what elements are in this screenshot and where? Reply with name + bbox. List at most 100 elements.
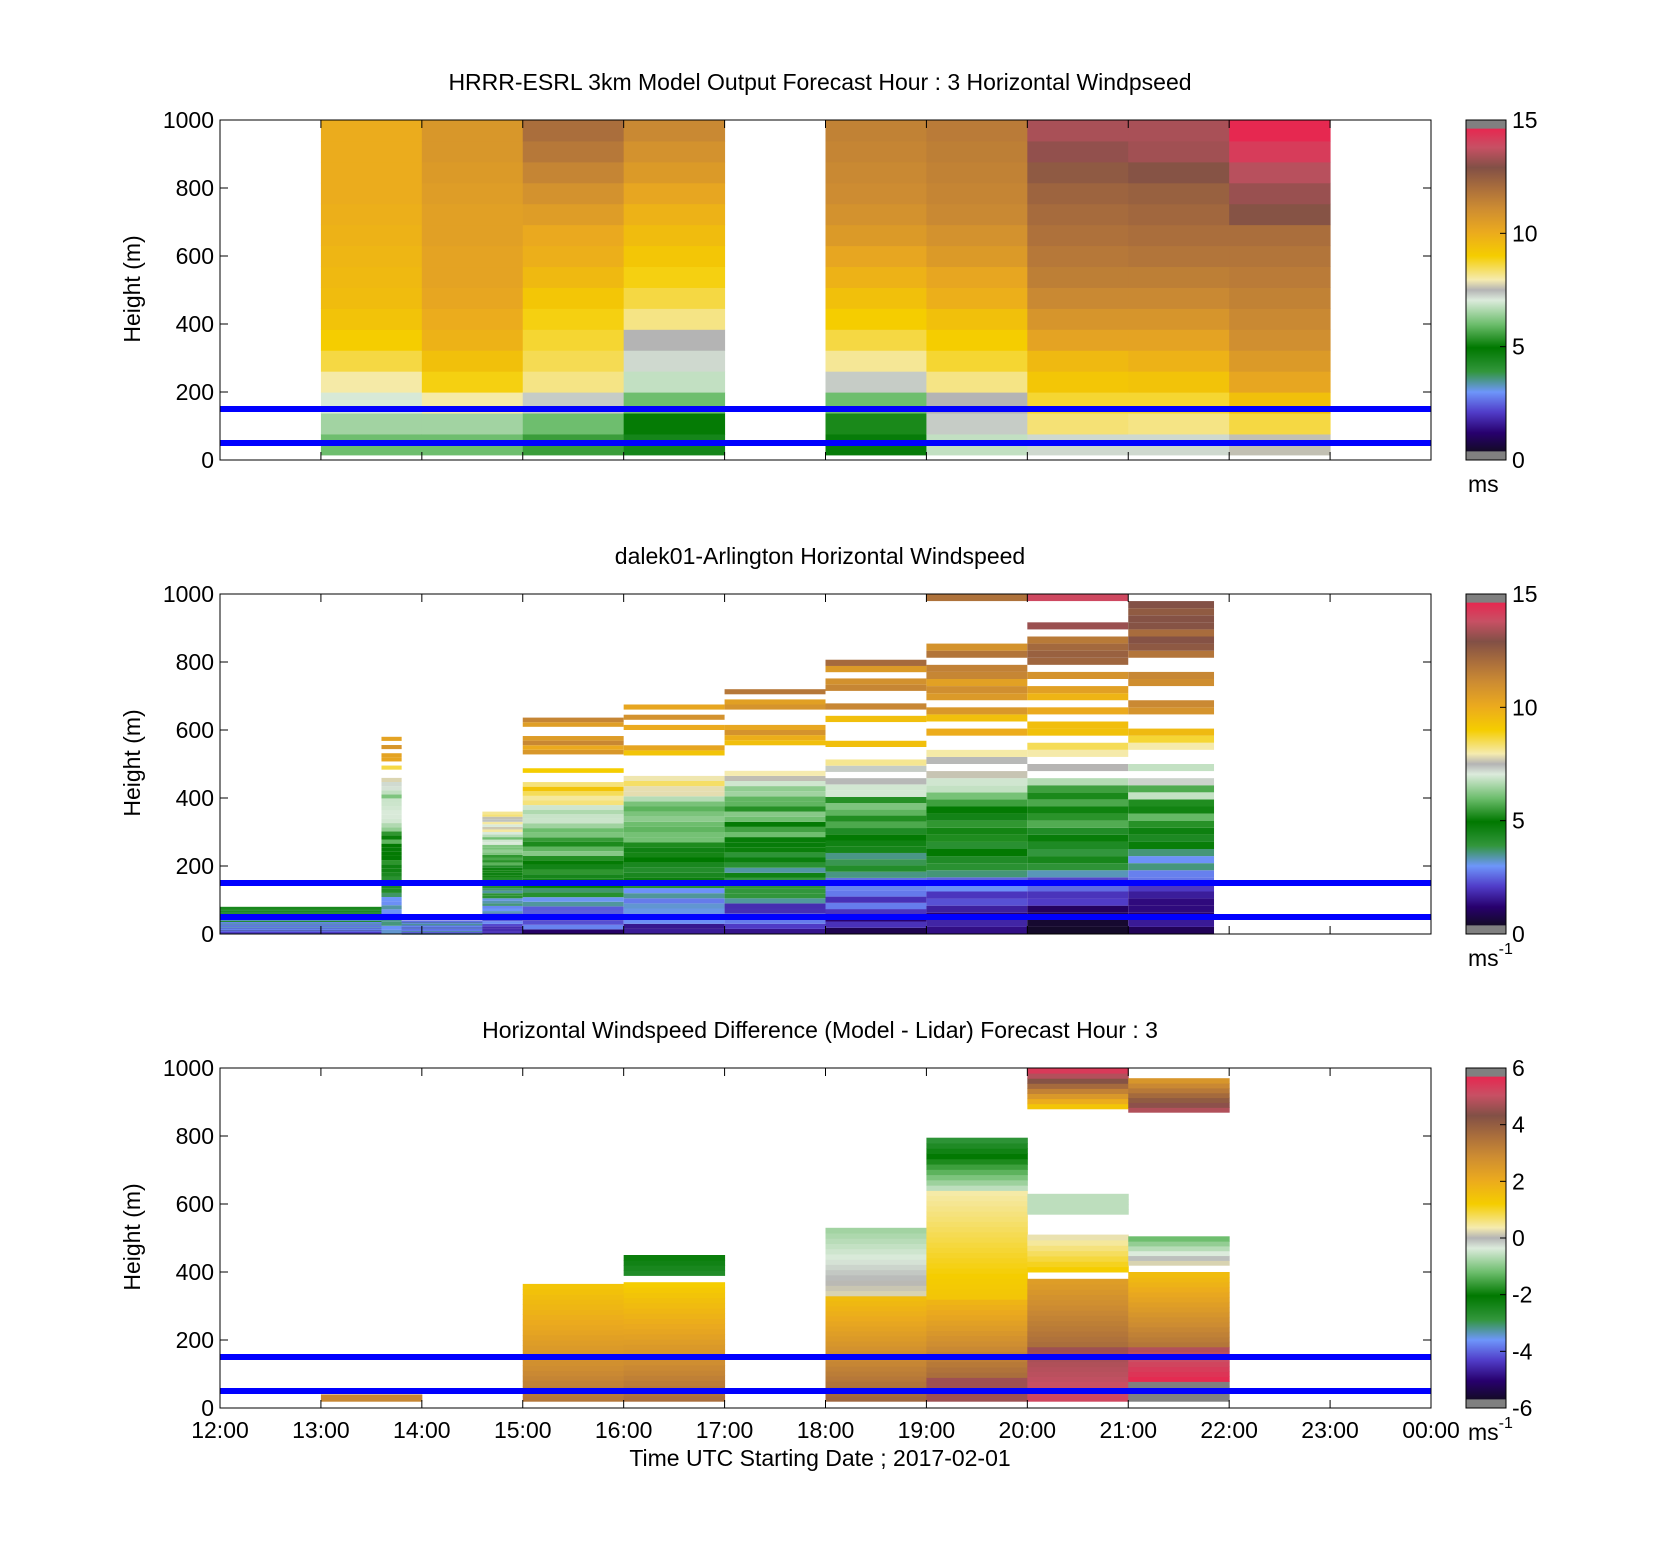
heatmap-cell bbox=[1128, 728, 1215, 736]
heatmap-cell bbox=[1027, 863, 1129, 871]
heatmap-cell bbox=[522, 782, 624, 787]
heatmap-cell bbox=[623, 714, 725, 720]
heatmap-cell bbox=[381, 753, 402, 758]
heatmap-cell bbox=[1128, 785, 1215, 793]
heatmap-cell bbox=[421, 266, 524, 288]
heatmap-cell bbox=[724, 786, 826, 792]
heatmap-cell bbox=[1027, 891, 1129, 899]
heatmap-cell bbox=[1027, 849, 1129, 857]
heatmap-cell bbox=[825, 1243, 927, 1250]
heatmap-cell bbox=[926, 671, 1028, 679]
heatmap-cell bbox=[1027, 707, 1129, 715]
heatmap-cell bbox=[1027, 1198, 1129, 1205]
heatmap-cell bbox=[1027, 1289, 1129, 1295]
colorbar-tick-label: 5 bbox=[1512, 808, 1525, 834]
heatmap-cell bbox=[1128, 1291, 1230, 1298]
heatmap-cell bbox=[623, 821, 725, 827]
colorbar-scale bbox=[1465, 593, 1507, 935]
heatmap-cell bbox=[825, 1269, 927, 1276]
heatmap-cell bbox=[522, 869, 624, 875]
heatmap-cell bbox=[825, 1233, 927, 1239]
heatmap-cell bbox=[482, 816, 523, 820]
heatmap-cell bbox=[1027, 742, 1129, 750]
heatmap-cell bbox=[926, 926, 1028, 934]
heatmap-cell bbox=[623, 266, 726, 288]
heatmap-cell bbox=[1229, 329, 1331, 351]
heatmap-cell bbox=[1229, 140, 1331, 163]
heatmap-cell bbox=[482, 857, 523, 861]
heatmap-cell bbox=[522, 413, 625, 435]
heatmap-cell bbox=[623, 872, 725, 878]
heatmap-cell bbox=[1027, 728, 1129, 736]
heatmap-cell bbox=[522, 828, 624, 833]
heatmap-cell bbox=[320, 140, 423, 163]
heatmap-cell bbox=[623, 1396, 726, 1402]
heatmap-cell bbox=[623, 1344, 726, 1350]
heatmap-cell bbox=[1027, 1331, 1129, 1337]
heatmap-cell bbox=[320, 120, 423, 142]
y-axis-label: Height (m) bbox=[119, 235, 145, 342]
heatmap-cell bbox=[623, 1282, 726, 1288]
heatmap-cell bbox=[1027, 1078, 1129, 1084]
heatmap-cell bbox=[482, 865, 523, 868]
heatmap-cell bbox=[320, 161, 423, 184]
heatmap-cell bbox=[623, 371, 726, 393]
heatmap-cell bbox=[522, 805, 624, 810]
heatmap-cell bbox=[1128, 1092, 1230, 1099]
heatmap-cell bbox=[926, 287, 1028, 309]
heatmap-cell bbox=[825, 865, 927, 872]
heatmap-cell bbox=[1027, 1245, 1129, 1252]
heatmap-cell bbox=[623, 826, 725, 832]
heatmap-cell bbox=[926, 813, 1028, 821]
heatmap-cell bbox=[825, 329, 927, 351]
heatmap-cell bbox=[1027, 778, 1129, 786]
heatmap-cell bbox=[1128, 1361, 1230, 1368]
heatmap-cell bbox=[1229, 308, 1331, 330]
heatmap-cell bbox=[1128, 806, 1215, 814]
heatmap-cell bbox=[623, 893, 725, 899]
heatmap-cell bbox=[1027, 834, 1129, 842]
heatmap-cell bbox=[724, 791, 826, 797]
heatmap-cell bbox=[926, 1366, 1028, 1373]
heatmap-cell bbox=[623, 1364, 726, 1371]
heatmap-cell bbox=[220, 923, 382, 925]
heatmap-cell bbox=[724, 928, 826, 934]
heatmap-cell bbox=[825, 834, 927, 841]
plot-area: 0 200 400 600 800 1000 bbox=[163, 107, 1432, 473]
heatmap-cell bbox=[1027, 1068, 1129, 1074]
heatmap-cell bbox=[421, 350, 524, 372]
heatmap-cell bbox=[1128, 1107, 1230, 1113]
heatmap-cell bbox=[623, 1270, 726, 1276]
heatmap-cell bbox=[1027, 1204, 1129, 1210]
heatmap-cell bbox=[1128, 707, 1215, 715]
heatmap-cell bbox=[220, 931, 382, 933]
colorbar-tick-label: 4 bbox=[1512, 1112, 1525, 1138]
heatmap-cell bbox=[381, 798, 402, 803]
heatmap-cell bbox=[1128, 1272, 1230, 1278]
heatmap-cell bbox=[926, 806, 1028, 814]
heatmap-cell bbox=[381, 839, 402, 844]
heatmap-cell bbox=[220, 921, 382, 923]
heatmap-cell bbox=[522, 182, 625, 205]
heatmap-cell bbox=[1027, 870, 1129, 878]
heatmap-cell bbox=[926, 1288, 1028, 1295]
heatmap-cell bbox=[623, 1370, 726, 1376]
heatmap-cell bbox=[381, 847, 402, 852]
heatmap-cell bbox=[926, 329, 1028, 351]
heatmap-cell bbox=[522, 329, 625, 351]
heatmap-cell bbox=[825, 815, 927, 822]
heatmap-cell bbox=[926, 1247, 1028, 1254]
panel-lidar: dalek01-Arlington Horizontal Windspeed H… bbox=[119, 543, 1538, 971]
heatmap-cell bbox=[825, 1290, 927, 1297]
heatmap-cell bbox=[1229, 350, 1331, 372]
heatmap-cell bbox=[623, 350, 726, 372]
heatmap-cell bbox=[482, 893, 523, 896]
heatmap-cell bbox=[724, 730, 826, 736]
heatmap-cell bbox=[220, 922, 382, 924]
heatmap-cell bbox=[482, 829, 523, 832]
heatmap-cell bbox=[1027, 827, 1129, 835]
heatmap-cell bbox=[1229, 120, 1331, 142]
heatmap-cell bbox=[724, 724, 826, 730]
heatmap-cell bbox=[1128, 1250, 1230, 1257]
heatmap-cell bbox=[1128, 650, 1215, 658]
